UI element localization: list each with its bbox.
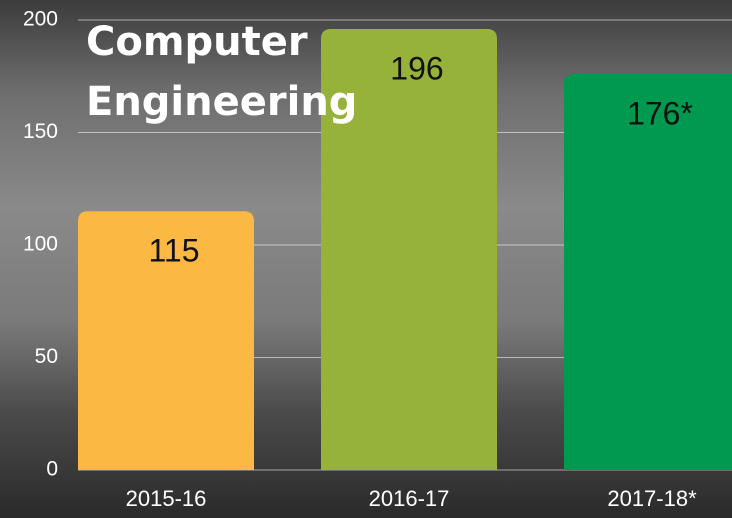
x-tick-label: 2016-17 <box>369 486 450 511</box>
value-label: 196 <box>390 50 443 86</box>
value-label: 176* <box>627 95 693 131</box>
y-tick-label: 100 <box>23 233 58 256</box>
y-tick-label: 50 <box>35 345 58 368</box>
x-tick-label: 2017-18* <box>607 486 697 511</box>
bar <box>564 74 732 470</box>
y-tick-label: 0 <box>46 458 58 481</box>
y-tick-label: 200 <box>23 8 58 31</box>
y-tick-label: 150 <box>23 120 58 143</box>
chart-title: Computer Engineering <box>86 12 366 132</box>
page: 0 50 100 150 200 115 2015-16 196 2016-17 176* 2017… <box>0 0 732 518</box>
x-tick-label: 2015-16 <box>126 486 207 511</box>
value-label: 115 <box>148 233 199 269</box>
